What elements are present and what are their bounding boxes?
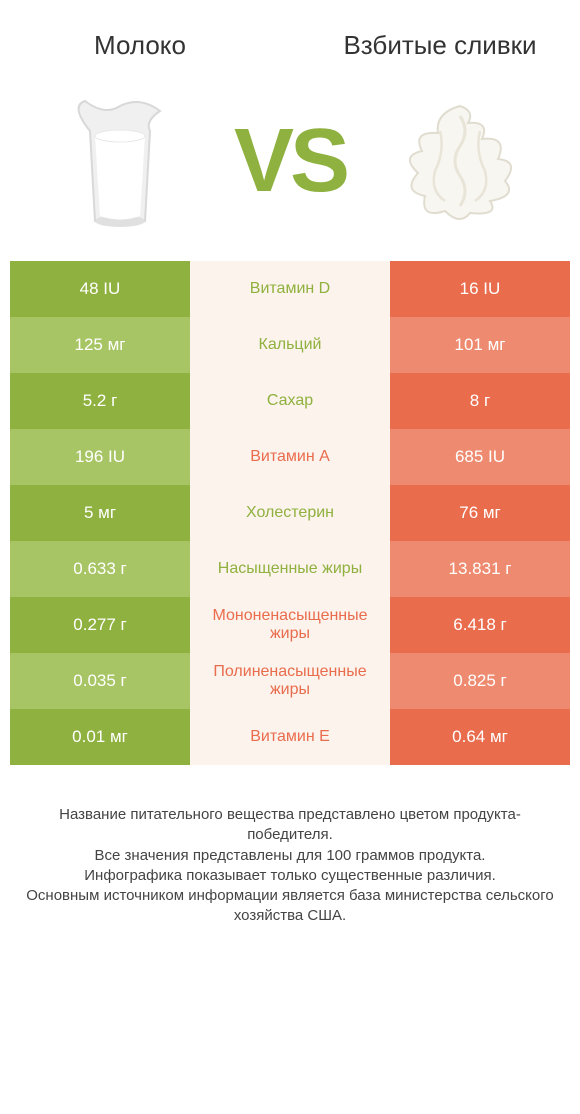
footer-line: Название питательного вещества представл… <box>20 805 560 846</box>
right-value: 6.418 г <box>390 597 570 653</box>
cream-image <box>380 81 540 241</box>
nutrient-label: Витамин A <box>190 429 390 485</box>
nutrient-label: Мононенасыщенные жиры <box>190 597 390 653</box>
left-value: 125 мг <box>10 317 190 373</box>
nutrient-label: Сахар <box>190 373 390 429</box>
right-product-title: Взбитые сливки <box>340 30 540 61</box>
table-row: 125 мгКальций101 мг <box>10 317 570 373</box>
left-value: 48 IU <box>10 261 190 317</box>
table-row: 0.035 гПолиненасыщенные жиры0.825 г <box>10 653 570 709</box>
right-value: 8 г <box>390 373 570 429</box>
left-value: 5 мг <box>10 485 190 541</box>
table-row: 0.633 гНасыщенные жиры13.831 г <box>10 541 570 597</box>
whipped-cream-icon <box>390 91 530 231</box>
right-value: 13.831 г <box>390 541 570 597</box>
milk-glass-icon <box>50 91 190 231</box>
table-row: 0.277 гМононенасыщенные жиры6.418 г <box>10 597 570 653</box>
right-value: 685 IU <box>390 429 570 485</box>
footer-notes: Название питательного вещества представл… <box>0 765 580 927</box>
left-value: 0.277 г <box>10 597 190 653</box>
right-value: 0.64 мг <box>390 709 570 765</box>
comparison-table: 48 IUВитамин D16 IU125 мгКальций101 мг5.… <box>0 261 580 765</box>
left-product-title: Молоко <box>40 30 240 61</box>
left-value: 0.01 мг <box>10 709 190 765</box>
right-value: 101 мг <box>390 317 570 373</box>
left-value: 196 IU <box>10 429 190 485</box>
nutrient-label: Витамин E <box>190 709 390 765</box>
footer-line: Основным источником информации является … <box>20 886 560 927</box>
table-row: 0.01 мгВитамин E0.64 мг <box>10 709 570 765</box>
footer-line: Все значения представлены для 100 граммо… <box>20 846 560 866</box>
nutrient-label: Полиненасыщенные жиры <box>190 653 390 709</box>
table-row: 48 IUВитамин D16 IU <box>10 261 570 317</box>
milk-image <box>40 81 200 241</box>
images-row: VS <box>0 71 580 261</box>
vs-label: VS <box>234 110 346 213</box>
nutrient-label: Кальций <box>190 317 390 373</box>
right-value: 0.825 г <box>390 653 570 709</box>
left-value: 0.633 г <box>10 541 190 597</box>
nutrient-label: Холестерин <box>190 485 390 541</box>
table-row: 5 мгХолестерин76 мг <box>10 485 570 541</box>
header-row: Молоко Взбитые сливки <box>0 0 580 71</box>
left-value: 5.2 г <box>10 373 190 429</box>
nutrient-label: Насыщенные жиры <box>190 541 390 597</box>
nutrient-label: Витамин D <box>190 261 390 317</box>
right-value: 76 мг <box>390 485 570 541</box>
right-value: 16 IU <box>390 261 570 317</box>
table-row: 5.2 гСахар8 г <box>10 373 570 429</box>
table-row: 196 IUВитамин A685 IU <box>10 429 570 485</box>
left-value: 0.035 г <box>10 653 190 709</box>
footer-line: Инфографика показывает только существенн… <box>20 866 560 886</box>
